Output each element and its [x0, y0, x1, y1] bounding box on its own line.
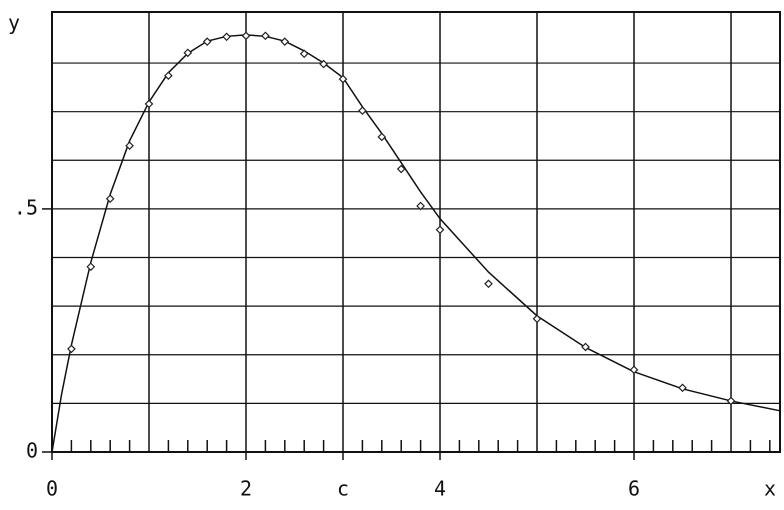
y-axis-label: y — [8, 11, 20, 35]
x-tick-label: 0 — [46, 477, 58, 501]
x-tick-label: c — [337, 477, 349, 501]
data-point — [125, 141, 134, 151]
data-point — [67, 344, 76, 354]
data-point — [299, 49, 309, 59]
curve — [51, 34, 780, 453]
data-point — [629, 365, 639, 375]
data-point — [164, 71, 173, 81]
data-point — [532, 314, 542, 324]
data-point — [261, 31, 270, 41]
y-tick-label: 0 — [26, 439, 38, 463]
x-tick-label: 4 — [434, 477, 446, 501]
data-point — [241, 31, 251, 41]
data-point — [396, 164, 406, 174]
data-point — [202, 37, 212, 47]
data-point — [358, 106, 367, 116]
data-point — [86, 262, 96, 272]
x-axis-label: x — [764, 477, 776, 501]
data-point — [222, 32, 231, 42]
data-point — [416, 201, 425, 211]
data-point — [726, 396, 736, 406]
data-point — [319, 59, 328, 69]
data-point — [581, 342, 590, 352]
data-point — [338, 74, 348, 84]
y-tick-label: .5 — [14, 195, 38, 219]
data-point — [484, 279, 493, 289]
data-point — [183, 48, 193, 58]
data-point — [105, 194, 115, 204]
plot-frame — [51, 11, 781, 453]
data-point — [435, 225, 445, 235]
data-point — [377, 132, 387, 142]
x-tick-label: 6 — [628, 477, 640, 501]
data-point — [144, 99, 154, 109]
data-point — [280, 37, 290, 47]
data-point — [678, 383, 687, 393]
x-tick-label: 2 — [240, 477, 252, 501]
